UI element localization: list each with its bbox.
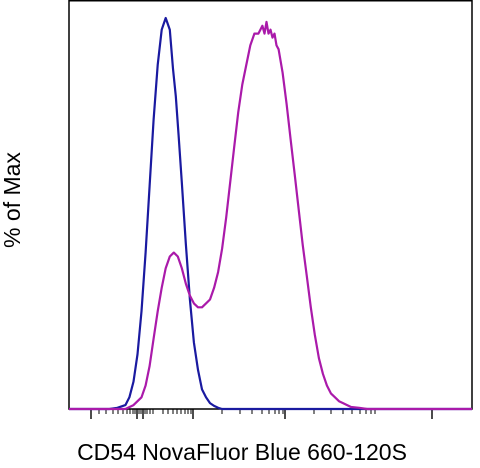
series-layer: [69, 16, 472, 411]
x-axis-label: CD54 NovaFluor Blue 660-120S: [77, 439, 407, 465]
plot-frame: [68, 0, 473, 410]
y-axis-label: % of Max: [0, 152, 25, 248]
series-line-1: [69, 16, 472, 411]
series-line-2: [69, 20, 472, 411]
x-axis-ticks: [90, 409, 433, 419]
